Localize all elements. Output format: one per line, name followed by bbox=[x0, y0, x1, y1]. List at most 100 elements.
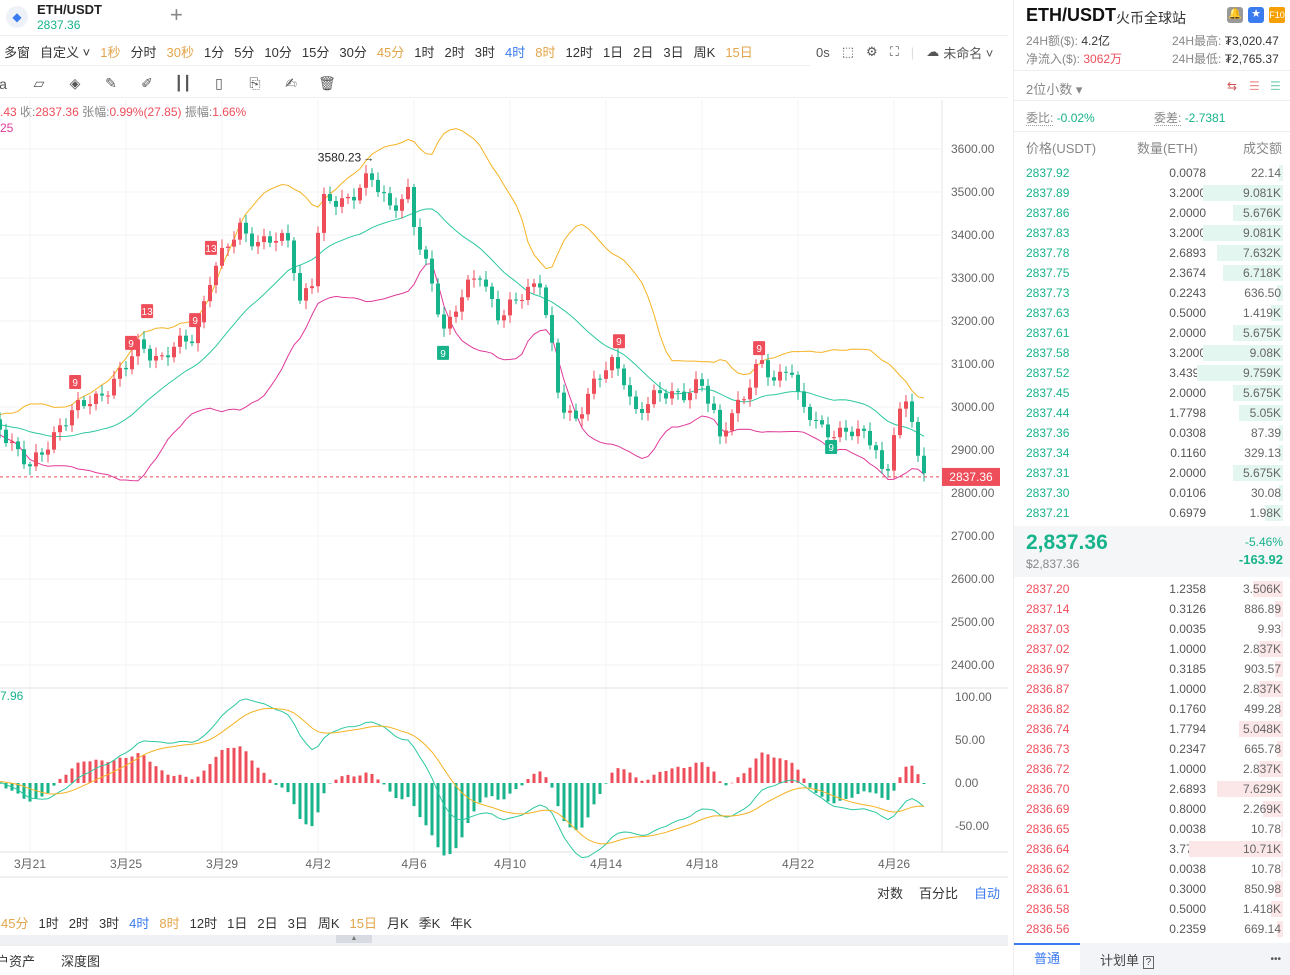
bid-row[interactable]: 2837.02 1.0000 2.837K bbox=[1014, 639, 1290, 659]
bottom-timeframe-option[interactable]: 15日 bbox=[349, 915, 377, 931]
tab-depth-chart[interactable]: 深度图 bbox=[61, 954, 101, 969]
candlestick-chart[interactable]: 3600.00 3500.00 3400.00 3300.00 3200.00 3100.… bbox=[0, 100, 1008, 878]
ask-row[interactable]: 2837.34 0.1160 329.13 bbox=[1014, 443, 1290, 463]
ask-row[interactable]: 2837.21 0.6979 1.98K bbox=[1014, 503, 1290, 523]
lock-icon[interactable]: ▯ bbox=[215, 75, 223, 91]
timeframe-option[interactable]: 45分 bbox=[376, 45, 405, 60]
scale-auto[interactable]: 自动 bbox=[973, 885, 1000, 901]
timeframe-option[interactable]: 2时 bbox=[444, 45, 465, 60]
edit-note-icon[interactable]: ✍ bbox=[285, 75, 297, 91]
alert-bell-icon[interactable]: 🔔 bbox=[1227, 7, 1243, 23]
bid-row[interactable]: 2836.82 0.1760 499.28 bbox=[1014, 699, 1290, 719]
ask-row[interactable]: 2837.31 2.0000 5.675K bbox=[1014, 463, 1290, 483]
bid-row[interactable]: 2836.58 0.5000 1.418K bbox=[1014, 899, 1290, 919]
ask-row[interactable]: 2837.45 2.0000 5.675K bbox=[1014, 383, 1290, 403]
book-asks-icon[interactable]: ☰ bbox=[1249, 79, 1260, 93]
bottom-timeframe-option[interactable]: 2时 bbox=[68, 915, 89, 931]
brush-icon[interactable]: ✐ bbox=[141, 75, 153, 91]
settings-gear-icon[interactable]: ⚙ bbox=[866, 44, 878, 59]
bid-row[interactable]: 2836.64 3.7756 10.71K bbox=[1014, 839, 1290, 859]
bid-row[interactable]: 2836.61 0.3000 850.98 bbox=[1014, 879, 1290, 899]
ask-row[interactable]: 2837.58 3.2000 9.08K bbox=[1014, 343, 1290, 363]
bottom-timeframe-option[interactable]: 1日 bbox=[227, 915, 248, 931]
bid-row[interactable]: 2836.73 0.2347 665.78 bbox=[1014, 739, 1290, 759]
shape-tool-icon[interactable]: ◈ bbox=[69, 75, 81, 91]
timeframe-option[interactable]: 3日 bbox=[663, 45, 684, 60]
seconds-toggle[interactable]: 0s bbox=[816, 44, 830, 60]
timeframe-option[interactable]: 5分 bbox=[234, 45, 255, 60]
bottom-timeframe-option[interactable]: 月K bbox=[386, 915, 409, 931]
candle-tool-icon[interactable]: ┃┃ bbox=[174, 75, 192, 91]
fullscreen-icon[interactable]: ⛶ bbox=[889, 44, 899, 59]
ask-row[interactable]: 2837.63 0.5000 1.419K bbox=[1014, 303, 1290, 323]
parallel-channel-icon[interactable]: ▱ bbox=[33, 75, 45, 91]
layout-name-dropdown[interactable]: 未命名 ˅ bbox=[943, 45, 994, 61]
ask-row[interactable]: 2837.73 0.2243 636.50 bbox=[1014, 283, 1290, 303]
screenshot-icon[interactable]: ⬚ bbox=[841, 44, 855, 59]
bid-row[interactable]: 2836.97 0.3185 903.57 bbox=[1014, 659, 1290, 679]
bid-row[interactable]: 2837.14 0.3126 886.89 bbox=[1014, 599, 1290, 619]
bottom-timeframe-option[interactable]: 12时 bbox=[189, 915, 218, 931]
ask-row[interactable]: 2837.44 1.7798 5.05K bbox=[1014, 403, 1290, 423]
ask-row[interactable]: 2837.52 3.4392 9.759K bbox=[1014, 363, 1290, 383]
panel-divider[interactable]: ▲ bbox=[0, 935, 1008, 945]
bottom-timeframe-option[interactable]: 1时 bbox=[38, 915, 59, 931]
ask-row[interactable]: 2837.78 2.6893 7.632K bbox=[1014, 243, 1290, 263]
collapse-toggle-icon[interactable]: ▲ bbox=[336, 935, 372, 943]
bottom-timeframe-option[interactable]: 3时 bbox=[98, 915, 120, 931]
timeframe-option[interactable]: 15日 bbox=[725, 45, 753, 60]
bottom-timeframe-option[interactable]: 8时 bbox=[159, 915, 180, 931]
ruler-icon[interactable]: ✎ bbox=[105, 75, 117, 91]
timeframe-option[interactable]: 自定义 ˅ bbox=[40, 45, 91, 60]
trash-icon[interactable]: 🗑 bbox=[318, 75, 336, 91]
bid-row[interactable]: 2836.87 1.0000 2.837K bbox=[1014, 679, 1290, 699]
bid-row[interactable]: 2836.72 1.0000 2.837K bbox=[1014, 759, 1290, 779]
bottom-timeframe-option[interactable]: 3日 bbox=[287, 915, 308, 931]
bid-row[interactable]: 2836.65 0.0038 10.78 bbox=[1014, 819, 1290, 839]
help-icon[interactable]: ? bbox=[1142, 955, 1155, 969]
ask-row[interactable]: 2837.89 3.2000 9.081K bbox=[1014, 183, 1290, 203]
bookmark-icon[interactable]: ⎘ bbox=[249, 75, 261, 91]
book-both-icon[interactable]: ⇆ bbox=[1227, 79, 1238, 93]
text-tool-icon[interactable]: a bbox=[0, 75, 7, 92]
timeframe-option[interactable]: 1时 bbox=[414, 45, 435, 60]
ask-row[interactable]: 2837.86 2.0000 5.676K bbox=[1014, 203, 1290, 223]
decimals-dropdown[interactable]: 2位小数 ▾ bbox=[1026, 82, 1083, 97]
timeframe-option[interactable]: 1日 bbox=[602, 45, 624, 60]
pair-title[interactable]: ETH/USDT bbox=[37, 2, 102, 17]
bottom-timeframe-option[interactable]: 2日 bbox=[257, 915, 278, 931]
bid-row[interactable]: 2836.74 1.7794 5.048K bbox=[1014, 719, 1290, 739]
cloud-layout-icon[interactable]: ☁ bbox=[926, 44, 940, 59]
timeframe-option[interactable]: 分时 bbox=[130, 45, 157, 60]
more-button[interactable]: ••• bbox=[1270, 953, 1281, 965]
bid-row[interactable]: 2837.20 1.2358 3.506K bbox=[1014, 579, 1290, 599]
timeframe-option[interactable]: 3时 bbox=[474, 45, 495, 60]
ask-row[interactable]: 2837.75 2.3674 6.718K bbox=[1014, 263, 1290, 283]
timeframe-option[interactable]: 4时 bbox=[505, 45, 526, 60]
timeframe-option[interactable]: 12时 bbox=[565, 45, 593, 60]
timeframe-option[interactable]: 10分 bbox=[264, 45, 292, 60]
bid-row[interactable]: 2836.56 0.2359 669.14 bbox=[1014, 919, 1290, 939]
bid-row[interactable]: 2836.62 0.0038 10.78 bbox=[1014, 859, 1290, 879]
ask-row[interactable]: 2837.92 0.0078 22.14 bbox=[1014, 163, 1290, 183]
ask-row[interactable]: 2837.61 2.0000 5.675K bbox=[1014, 323, 1290, 343]
ask-row[interactable]: 2837.36 0.0308 87.39 bbox=[1014, 423, 1290, 443]
bottom-timeframe-option[interactable]: 4时 bbox=[129, 915, 150, 931]
bottom-timeframe-option[interactable]: 季K bbox=[418, 915, 441, 931]
timeframe-option[interactable]: 15分 bbox=[301, 45, 330, 60]
tab-normal[interactable]: 普通 bbox=[1014, 943, 1080, 975]
timeframe-option[interactable]: 周K bbox=[693, 45, 716, 60]
ask-row[interactable]: 2837.83 3.2000 9.081K bbox=[1014, 223, 1290, 243]
book-bids-icon[interactable]: ☰ bbox=[1270, 79, 1281, 93]
tab-plan-order[interactable]: 计划单 ? bbox=[1100, 950, 1155, 969]
scale-percent[interactable]: 百分比 bbox=[918, 885, 958, 901]
scale-log[interactable]: 对数 bbox=[876, 885, 903, 901]
timeframe-option[interactable]: 30分 bbox=[339, 45, 367, 60]
bottom-timeframe-option[interactable]: 年K bbox=[450, 915, 472, 931]
bid-row[interactable]: 2837.03 0.0035 9.93 bbox=[1014, 619, 1290, 639]
ask-row[interactable]: 2837.30 0.0106 30.08 bbox=[1014, 483, 1290, 503]
timeframe-option[interactable]: 多窗 bbox=[4, 45, 31, 60]
bottom-timeframe-option[interactable]: 45分 bbox=[1, 915, 29, 931]
timeframe-option[interactable]: 8时 bbox=[535, 45, 556, 60]
timeframe-option[interactable]: 1分 bbox=[203, 45, 225, 60]
